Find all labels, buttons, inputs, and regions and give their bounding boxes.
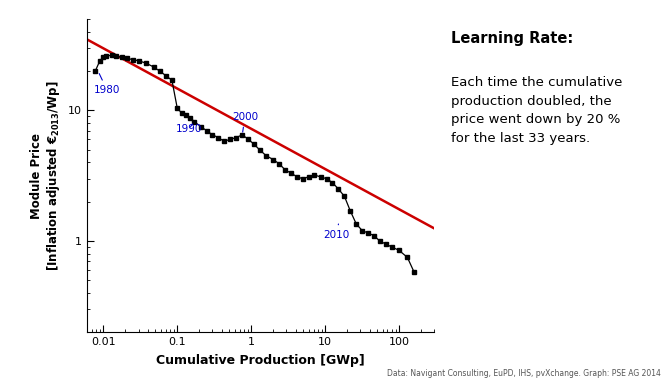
Text: 1980: 1980	[94, 74, 120, 96]
X-axis label: Cumulative Production [GWp]: Cumulative Production [GWp]	[156, 354, 365, 367]
Text: 2010: 2010	[323, 224, 349, 240]
Text: Each time the cumulative
production doubled, the
price went down by 20 %
for the: Each time the cumulative production doub…	[451, 76, 623, 145]
Text: Learning Rate:: Learning Rate:	[451, 31, 573, 45]
Y-axis label: Module Price
[Inflation adjusted $\mathregular{€_{2013}}$/Wp]: Module Price [Inflation adjusted $\mathr…	[30, 80, 62, 271]
Text: 1990: 1990	[176, 124, 202, 134]
Text: 2000: 2000	[232, 112, 258, 132]
Text: Data: Navigant Consulting, EuPD, IHS, pvXchange. Graph: PSE AG 2014: Data: Navigant Consulting, EuPD, IHS, pv…	[387, 369, 661, 378]
